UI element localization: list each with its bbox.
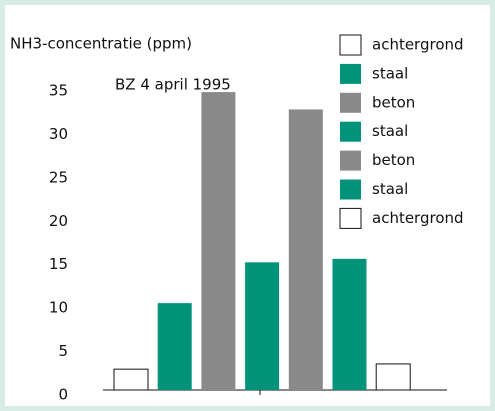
y-tick-label: 5 xyxy=(58,342,68,360)
bar xyxy=(245,262,280,390)
legend-swatch xyxy=(339,207,362,229)
legend-label: beton xyxy=(372,151,415,169)
bar xyxy=(201,92,236,390)
legend-label: staal xyxy=(372,64,408,82)
legend-label: staal xyxy=(372,180,408,198)
y-tick-label: 0 xyxy=(58,386,68,404)
bar xyxy=(288,109,323,391)
bar xyxy=(375,363,411,391)
bar xyxy=(113,368,149,391)
legend-label: beton xyxy=(372,93,415,111)
bar xyxy=(157,303,192,390)
y-tick-label: 35 xyxy=(49,82,68,100)
legend-label: achtergrond xyxy=(372,36,464,54)
legend-swatch xyxy=(340,121,361,142)
y-tick-label: 25 xyxy=(49,168,68,186)
y-tick-label: 20 xyxy=(49,212,68,230)
legend-label: achtergrond xyxy=(372,209,464,227)
legend-swatch xyxy=(340,150,361,171)
y-tick-label: 30 xyxy=(49,125,68,143)
legend-swatch xyxy=(340,92,361,113)
y-tick-label: 15 xyxy=(49,255,68,273)
legend-swatch xyxy=(339,34,362,56)
annotation: BZ 4 april 1995 xyxy=(115,76,231,94)
y-axis-label: NH3-concentratie (ppm) xyxy=(10,35,192,53)
bar xyxy=(332,258,367,390)
legend-label: staal xyxy=(372,122,408,140)
legend-swatch xyxy=(340,63,361,84)
legend-swatch xyxy=(340,179,361,200)
y-tick-label: 10 xyxy=(49,299,68,317)
